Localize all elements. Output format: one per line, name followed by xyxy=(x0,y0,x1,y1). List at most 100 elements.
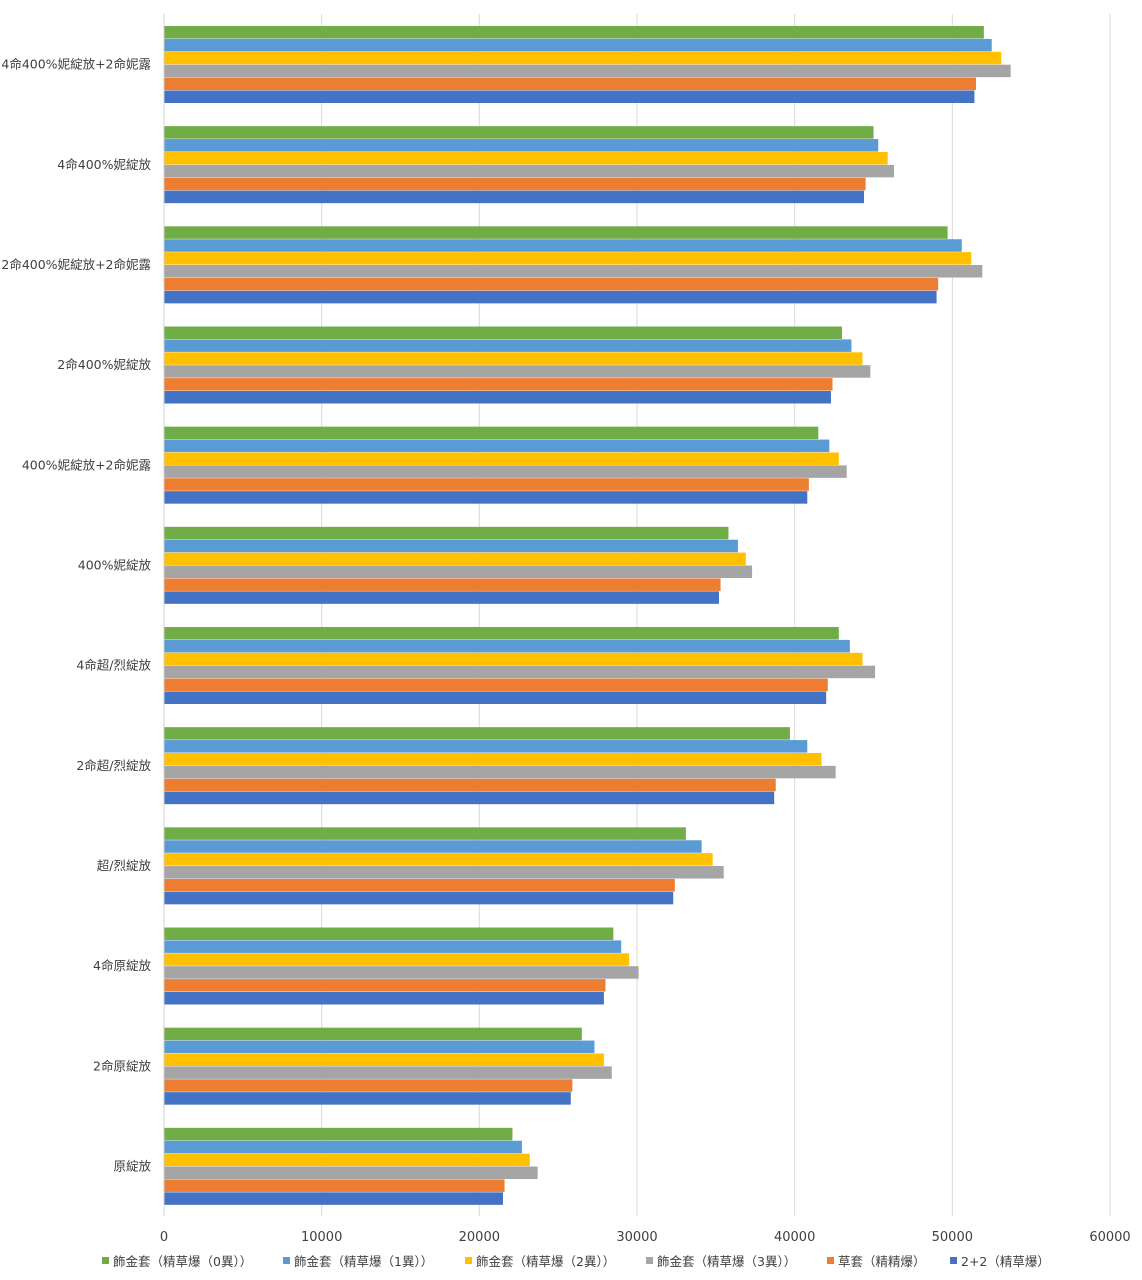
legend: 飾金套（精草爆（0異）） 飾金套（精草爆（1異）） 飾金套（精草爆（2異）） 飾金套（… xyxy=(102,1254,1050,1269)
category-label: 2命400%妮綻放 xyxy=(57,357,151,372)
x-tick-label: 10000 xyxy=(301,1230,342,1245)
bar xyxy=(164,452,839,465)
category-label: 4命400%妮綻放+2命妮露 xyxy=(1,57,151,72)
bar xyxy=(164,791,775,805)
legend-label: 飾金套（精草爆（2異）） xyxy=(476,1254,615,1269)
bar xyxy=(164,465,847,478)
bar xyxy=(164,365,871,378)
bar xyxy=(164,752,822,766)
bar xyxy=(164,639,850,653)
x-tick-label: 0 xyxy=(160,1230,168,1245)
bar xyxy=(164,578,721,591)
bar xyxy=(164,139,879,152)
bar xyxy=(164,64,1011,78)
bar xyxy=(164,827,686,840)
bar xyxy=(164,992,604,1005)
bar xyxy=(164,652,863,666)
bar xyxy=(164,1053,604,1066)
bar xyxy=(164,940,622,953)
bar xyxy=(164,966,639,979)
bar xyxy=(164,853,713,866)
x-tick-label: 30000 xyxy=(616,1230,657,1245)
bar xyxy=(164,126,874,139)
bar xyxy=(164,1066,612,1079)
bar xyxy=(164,226,948,239)
bar xyxy=(164,840,702,853)
bar xyxy=(164,352,863,365)
legend-item: 2+2（精草爆） xyxy=(950,1254,1050,1269)
category-label: 原綻放 xyxy=(113,1159,151,1174)
bar xyxy=(164,927,614,940)
legend-label: 2+2（精草爆） xyxy=(961,1254,1050,1269)
legend-item: 飾金套（精草爆（1異）） xyxy=(283,1254,433,1269)
bar xyxy=(164,1040,595,1054)
bar xyxy=(164,151,888,165)
bar xyxy=(164,326,842,339)
bar xyxy=(164,552,746,566)
bar xyxy=(164,77,976,91)
bar xyxy=(164,439,830,453)
legend-label: 飾金套（精草爆（0異）） xyxy=(113,1254,252,1269)
bar xyxy=(164,51,1002,65)
bar xyxy=(164,691,827,704)
bar xyxy=(164,290,937,304)
x-tick-label: 20000 xyxy=(459,1230,500,1245)
bar xyxy=(164,90,975,103)
legend-swatch xyxy=(950,1257,957,1264)
bar xyxy=(164,1179,505,1192)
x-tick-label: 60000 xyxy=(1089,1230,1130,1245)
bar xyxy=(164,491,808,504)
bar xyxy=(164,1079,573,1092)
bar xyxy=(164,252,972,265)
bar xyxy=(164,38,992,52)
bar xyxy=(164,426,819,440)
legend-label: 草套（精精爆） xyxy=(838,1254,926,1269)
bar xyxy=(164,26,984,39)
category-label: 400%妮綻放 xyxy=(78,558,152,573)
category-labels: 4命400%妮綻放+2命妮露 4命400%妮綻放 2命400%妮綻放+2命妮露 2命4… xyxy=(1,57,151,1174)
bar xyxy=(164,478,809,491)
bar xyxy=(164,778,776,792)
legend-swatch xyxy=(102,1257,109,1264)
bar xyxy=(164,339,852,352)
bar xyxy=(164,878,675,892)
category-label: 4命400%妮綻放 xyxy=(57,157,151,172)
legend-swatch xyxy=(827,1257,834,1264)
legend-item: 飾金套（精草爆（0異）） xyxy=(102,1254,252,1269)
bar xyxy=(164,678,828,692)
bar xyxy=(164,891,674,905)
bar xyxy=(164,277,939,291)
bar xyxy=(164,177,866,191)
category-label: 400%妮綻放+2命妮露 xyxy=(22,457,152,472)
bar xyxy=(164,627,839,640)
value-tick-labels: 0 10000 20000 30000 40000 50000 60000 xyxy=(160,1230,1131,1245)
bar xyxy=(164,866,724,879)
x-tick-label: 40000 xyxy=(774,1230,815,1245)
bar xyxy=(164,1166,538,1180)
bar xyxy=(164,665,876,679)
category-label: 2命原綻放 xyxy=(93,1058,151,1073)
bar xyxy=(164,239,962,252)
bar xyxy=(164,539,738,553)
bar xyxy=(164,391,831,404)
bar xyxy=(164,1140,522,1154)
bar xyxy=(164,1092,571,1105)
legend-label: 飾金套（精草爆（3異）） xyxy=(657,1254,796,1269)
x-tick-label: 50000 xyxy=(932,1230,973,1245)
bar xyxy=(164,565,753,579)
bar xyxy=(164,265,983,278)
legend-swatch xyxy=(646,1257,653,1264)
category-label: 2命超/烈綻放 xyxy=(76,758,151,773)
legend-item: 草套（精精爆） xyxy=(827,1254,926,1269)
legend-swatch xyxy=(465,1257,472,1264)
category-label: 4命原綻放 xyxy=(93,958,151,973)
bar xyxy=(164,164,894,178)
legend-swatch xyxy=(283,1257,290,1264)
bar xyxy=(164,953,630,966)
bar xyxy=(164,190,865,204)
bar xyxy=(164,378,833,391)
bar xyxy=(164,979,606,992)
bar xyxy=(164,1192,503,1205)
bar xyxy=(164,526,729,540)
